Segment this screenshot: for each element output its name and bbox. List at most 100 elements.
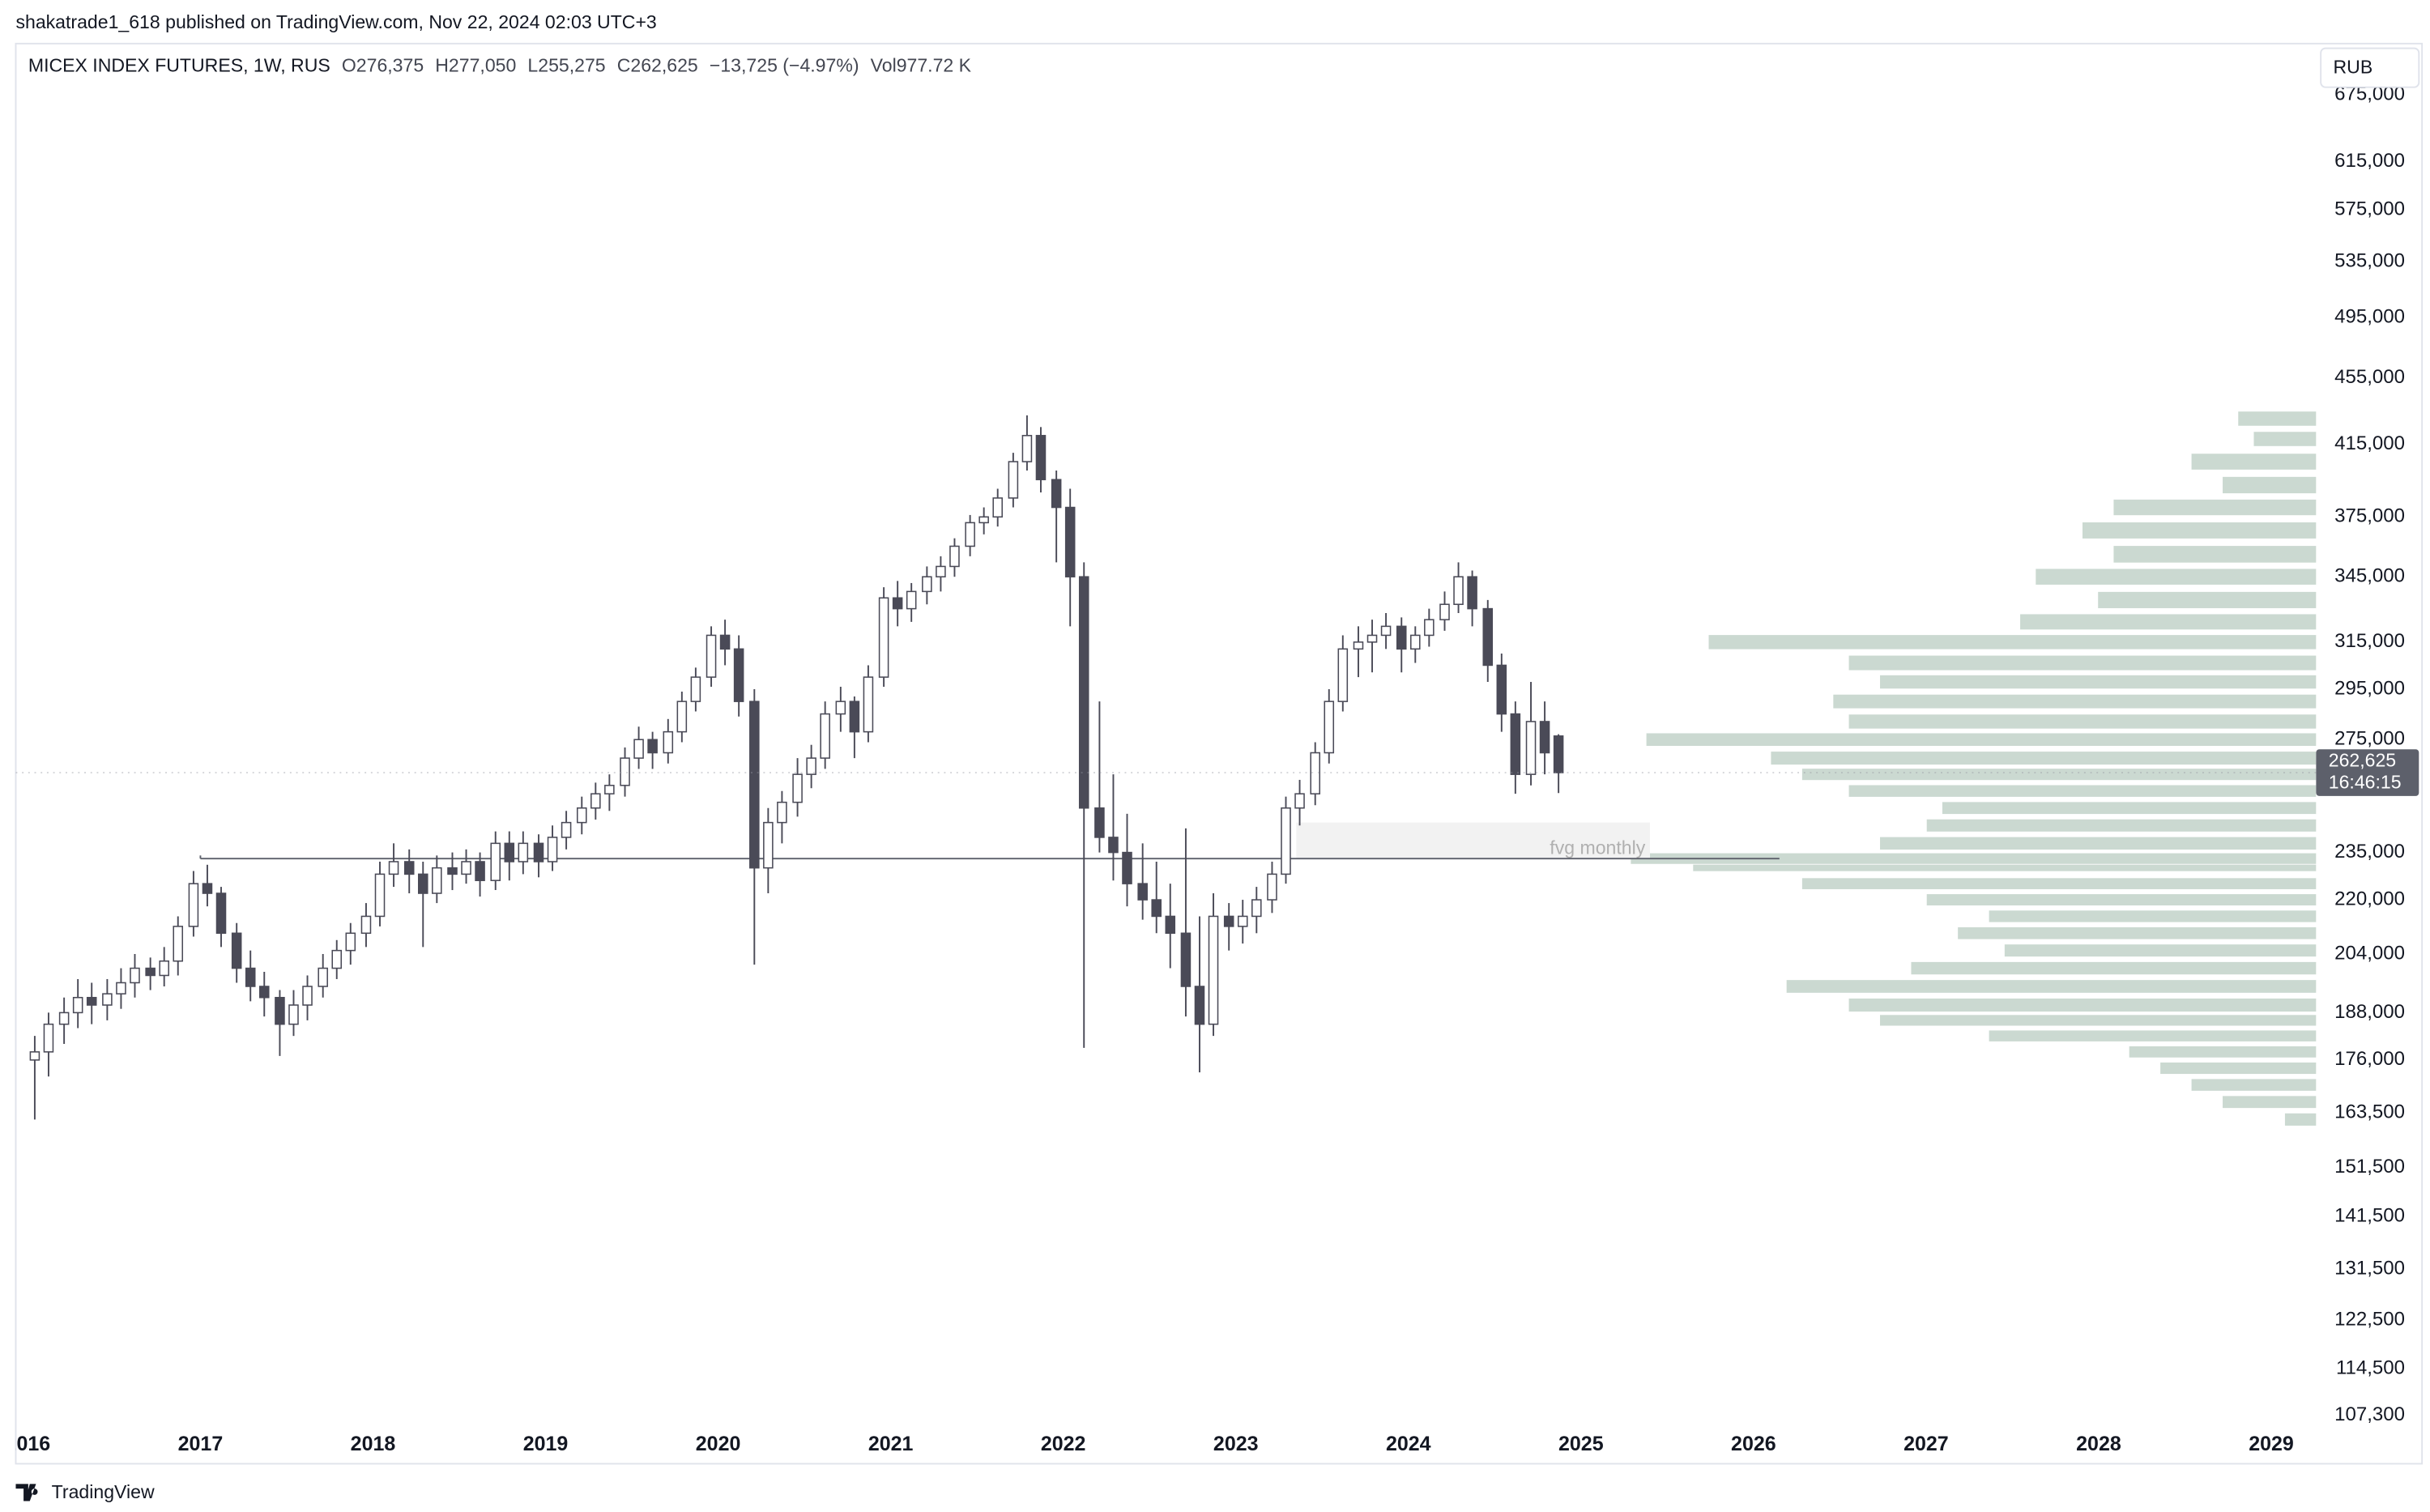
candle-body <box>763 821 774 869</box>
y-tick-label: 122,500 <box>2334 1308 2405 1330</box>
candle-body <box>245 967 256 987</box>
fvg-zone <box>1296 822 1651 859</box>
x-tick-label: 2018 <box>351 1433 396 1455</box>
candle-body <box>403 861 415 875</box>
y-tick-label: 375,000 <box>2334 505 2405 527</box>
candle-body <box>504 842 515 862</box>
currency[interactable]: RUB <box>2334 57 2373 78</box>
footer-brand: TradingView <box>52 1481 155 1502</box>
candle-body <box>29 1051 40 1061</box>
price-axis: 675,000615,000575,000535,000495,000455,0… <box>2316 83 2419 1425</box>
candle-body <box>1064 506 1076 577</box>
x-tick-label: 2024 <box>1386 1433 1431 1455</box>
volume-profile-bar <box>1848 998 2317 1012</box>
y-tick-label: 114,500 <box>2336 1357 2405 1378</box>
candle-body <box>690 676 701 702</box>
volume-profile-bar <box>1880 675 2317 689</box>
candle-body <box>490 842 501 881</box>
legend: MICEX INDEX FUTURES, 1W, RUS O276,375 H2… <box>28 55 972 76</box>
candle-body <box>620 757 630 786</box>
x-tick-label: 2017 <box>178 1433 224 1455</box>
x-tick-label: 2023 <box>1213 1433 1259 1455</box>
candle-body <box>1380 625 1392 637</box>
volume-profile-bar <box>1926 819 2317 832</box>
close-label: C262,625 <box>617 55 698 76</box>
candle-body <box>547 837 558 862</box>
volume-profile-bar <box>2223 1096 2317 1109</box>
volume-profile-bar <box>2160 1062 2317 1075</box>
volume-profile-bar <box>1833 694 2317 709</box>
candle-body <box>965 522 975 547</box>
volume-profile-bar <box>2129 1046 2317 1058</box>
y-tick-label: 415,000 <box>2334 432 2405 454</box>
y-tick-label: 176,000 <box>2334 1048 2405 1070</box>
chart-frame <box>15 42 2424 1465</box>
candle-body <box>1137 883 1148 901</box>
candle-body <box>288 1004 299 1025</box>
candle-body <box>1035 435 1047 480</box>
y-tick-label: 575,000 <box>2334 198 2405 220</box>
candle-body <box>1510 713 1521 775</box>
volume-profile-bar <box>2036 569 2317 585</box>
candle-body <box>576 807 587 824</box>
volume-profile-bar <box>1693 864 2317 871</box>
y-tick-label: 235,000 <box>2334 841 2405 862</box>
candle-body <box>1396 625 1407 650</box>
volume-profile-bar <box>1989 910 2317 922</box>
volume-profile-bar <box>2191 1079 2317 1091</box>
candle-body <box>231 932 242 969</box>
candle-body <box>318 967 328 987</box>
candle-body <box>159 960 169 977</box>
candle-body <box>978 516 989 524</box>
candle-body <box>749 701 760 869</box>
y-tick-label: 131,500 <box>2334 1258 2405 1280</box>
volume-profile-bar <box>2113 546 2317 563</box>
volume-profile-bar <box>1848 785 2317 797</box>
candle-body <box>676 701 688 733</box>
publisher-line: shakatrade1_618 published on TradingView… <box>15 11 656 32</box>
candle-body <box>1108 837 1119 854</box>
footer-logo <box>15 1484 38 1501</box>
candle-body <box>417 873 428 894</box>
candle-body <box>518 842 529 862</box>
candle-body <box>1539 721 1550 754</box>
volume-label: Vol977.72 K <box>871 55 972 76</box>
candle-body <box>633 739 644 759</box>
symbol: MICEX INDEX FUTURES, 1W, RUS <box>28 55 330 76</box>
candle-body <box>432 867 442 894</box>
candle-body <box>475 861 485 881</box>
candle-body <box>533 842 544 862</box>
x-tick-label: 2029 <box>2249 1433 2294 1455</box>
volume-profile-bar <box>2020 614 2317 630</box>
y-tick-label: 345,000 <box>2334 565 2405 587</box>
x-tick-label: 2020 <box>696 1433 741 1455</box>
currency-box[interactable] <box>2320 47 2420 88</box>
volume-profile-bar <box>2113 499 2317 516</box>
candle-body <box>215 892 227 935</box>
candle-body <box>1008 461 1019 499</box>
candle-body <box>922 576 932 593</box>
candle-body <box>145 967 156 977</box>
candle-body <box>1151 899 1162 918</box>
candle-body <box>604 785 615 794</box>
candle-body <box>86 996 97 1006</box>
candle-body <box>345 932 356 952</box>
candle-body <box>173 926 184 962</box>
candle-body <box>1078 576 1089 809</box>
volume-profile-bar <box>1848 655 2317 671</box>
candle-body <box>1310 752 1320 794</box>
volume-profile-bar <box>2191 454 2317 470</box>
candle-body <box>188 883 199 927</box>
candle-body <box>58 1012 70 1025</box>
candle-body <box>302 986 313 1006</box>
y-tick-label: 220,000 <box>2334 888 2405 909</box>
volume-profile-bar <box>1880 1015 2317 1026</box>
candle-body <box>906 590 917 610</box>
volume-profile-bar <box>1786 980 2317 993</box>
high-label: H277,050 <box>435 55 516 76</box>
candle-body <box>1021 435 1033 462</box>
candle-body <box>1267 873 1277 901</box>
candle-body <box>1410 634 1421 650</box>
